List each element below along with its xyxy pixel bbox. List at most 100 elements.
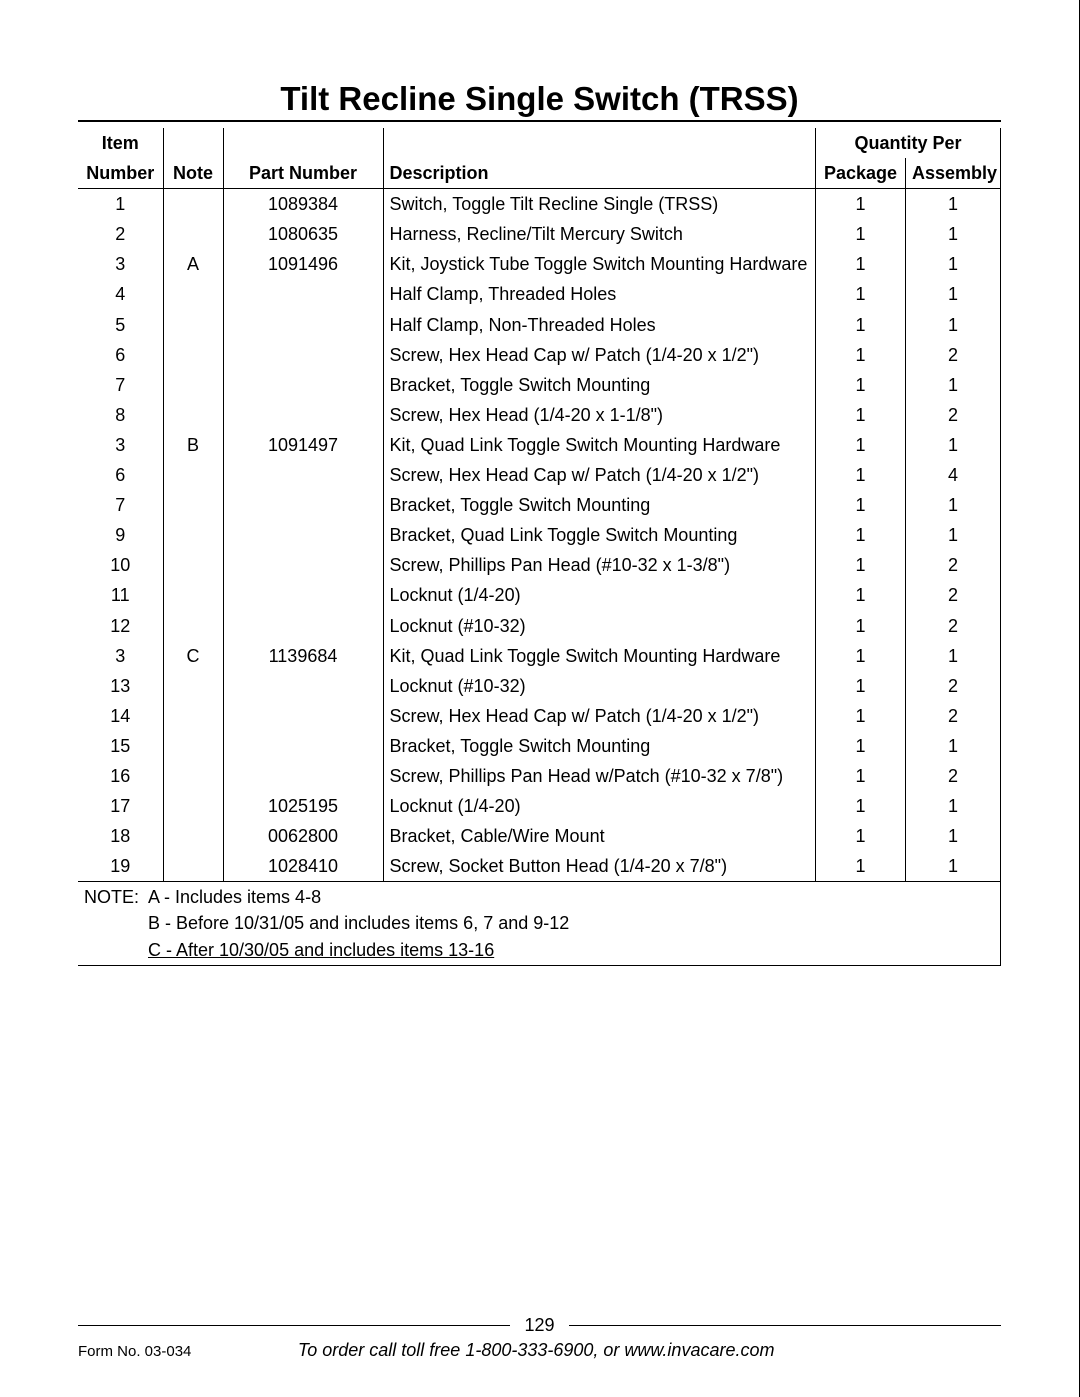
footer-rule-right bbox=[569, 1325, 1001, 1326]
cell-part bbox=[223, 370, 383, 400]
cell-part bbox=[223, 550, 383, 580]
page-title: Tilt Recline Single Switch (TRSS) bbox=[78, 80, 1001, 122]
cell-part bbox=[223, 520, 383, 550]
cell-desc: Kit, Joystick Tube Toggle Switch Mountin… bbox=[383, 249, 816, 279]
cell-asm: 1 bbox=[906, 490, 1001, 520]
cell-item: 6 bbox=[78, 460, 163, 490]
col-note: Note bbox=[163, 158, 223, 189]
cell-pkg: 1 bbox=[816, 761, 906, 791]
cell-pkg: 1 bbox=[816, 249, 906, 279]
table-row: 9Bracket, Quad Link Toggle Switch Mounti… bbox=[78, 520, 1001, 550]
table-body: 11089384Switch, Toggle Tilt Recline Sing… bbox=[78, 189, 1001, 882]
cell-asm: 2 bbox=[906, 701, 1001, 731]
cell-pkg: 1 bbox=[816, 490, 906, 520]
cell-note: C bbox=[163, 641, 223, 671]
table-row: 8Screw, Hex Head (1/4-20 x 1-1/8")12 bbox=[78, 400, 1001, 430]
col-blank-note bbox=[163, 128, 223, 158]
cell-pkg: 1 bbox=[816, 641, 906, 671]
cell-note bbox=[163, 550, 223, 580]
cell-desc: Screw, Phillips Pan Head w/Patch (#10-32… bbox=[383, 761, 816, 791]
cell-part: 1091496 bbox=[223, 249, 383, 279]
cell-asm: 2 bbox=[906, 340, 1001, 370]
cell-part bbox=[223, 279, 383, 309]
table-row: 3C1139684Kit, Quad Link Toggle Switch Mo… bbox=[78, 641, 1001, 671]
cell-asm: 1 bbox=[906, 370, 1001, 400]
cell-desc: Locknut (#10-32) bbox=[383, 611, 816, 641]
cell-note: B bbox=[163, 430, 223, 460]
col-item-top: Item bbox=[78, 128, 163, 158]
page-number: 129 bbox=[518, 1315, 560, 1336]
col-desc: Description bbox=[383, 158, 816, 189]
col-pkg: Package bbox=[816, 158, 906, 189]
page: Tilt Recline Single Switch (TRSS) Item Q… bbox=[0, 0, 1080, 1397]
cell-desc: Harness, Recline/Tilt Mercury Switch bbox=[383, 219, 816, 249]
cell-part: 1139684 bbox=[223, 641, 383, 671]
cell-item: 12 bbox=[78, 611, 163, 641]
cell-part: 1091497 bbox=[223, 430, 383, 460]
cell-item: 8 bbox=[78, 400, 163, 430]
cell-pkg: 1 bbox=[816, 821, 906, 851]
cell-part bbox=[223, 400, 383, 430]
cell-desc: Bracket, Cable/Wire Mount bbox=[383, 821, 816, 851]
cell-part bbox=[223, 731, 383, 761]
cell-item: 7 bbox=[78, 370, 163, 400]
cell-item: 2 bbox=[78, 219, 163, 249]
cell-desc: Locknut (1/4-20) bbox=[383, 791, 816, 821]
col-part: Part Number bbox=[223, 158, 383, 189]
table-row: 21080635Harness, Recline/Tilt Mercury Sw… bbox=[78, 219, 1001, 249]
form-number: Form No. 03-034 bbox=[78, 1343, 191, 1360]
cell-desc: Screw, Socket Button Head (1/4-20 x 7/8"… bbox=[383, 851, 816, 882]
cell-desc: Bracket, Toggle Switch Mounting bbox=[383, 490, 816, 520]
cell-note bbox=[163, 279, 223, 309]
cell-part bbox=[223, 490, 383, 520]
note-c: C - After 10/30/05 and includes items 13… bbox=[148, 937, 494, 963]
cell-desc: Switch, Toggle Tilt Recline Single (TRSS… bbox=[383, 189, 816, 220]
footer-rule-left bbox=[78, 1325, 510, 1326]
cell-pkg: 1 bbox=[816, 460, 906, 490]
cell-asm: 1 bbox=[906, 731, 1001, 761]
cell-asm: 2 bbox=[906, 580, 1001, 610]
cell-item: 4 bbox=[78, 279, 163, 309]
parts-table: Item Quantity Per Number Note Part Numbe… bbox=[78, 128, 1001, 966]
table-row: 14Screw, Hex Head Cap w/ Patch (1/4-20 x… bbox=[78, 701, 1001, 731]
cell-pkg: 1 bbox=[816, 701, 906, 731]
cell-desc: Half Clamp, Threaded Holes bbox=[383, 279, 816, 309]
table-row: 5Half Clamp, Non-Threaded Holes11 bbox=[78, 310, 1001, 340]
cell-item: 15 bbox=[78, 731, 163, 761]
cell-note bbox=[163, 340, 223, 370]
cell-part: 0062800 bbox=[223, 821, 383, 851]
cell-note bbox=[163, 580, 223, 610]
cell-asm: 2 bbox=[906, 611, 1001, 641]
cell-desc: Screw, Hex Head (1/4-20 x 1-1/8") bbox=[383, 400, 816, 430]
table-row: 3A1091496Kit, Joystick Tube Toggle Switc… bbox=[78, 249, 1001, 279]
cell-pkg: 1 bbox=[816, 671, 906, 701]
table-row: 15Bracket, Toggle Switch Mounting11 bbox=[78, 731, 1001, 761]
cell-note bbox=[163, 189, 223, 220]
cell-note: A bbox=[163, 249, 223, 279]
order-line: To order call toll free 1-800-333-6900, … bbox=[191, 1340, 881, 1361]
cell-item: 3 bbox=[78, 249, 163, 279]
table-row: 6 Screw, Hex Head Cap w/ Patch (1/4-20 x … bbox=[78, 460, 1001, 490]
cell-part: 1028410 bbox=[223, 851, 383, 882]
table-row: 3B1091497Kit, Quad Link Toggle Switch Mo… bbox=[78, 430, 1001, 460]
cell-item: 18 bbox=[78, 821, 163, 851]
cell-desc: Kit, Quad Link Toggle Switch Mounting Ha… bbox=[383, 641, 816, 671]
cell-item: 6 bbox=[78, 340, 163, 370]
cell-desc: Screw, Hex Head Cap w/ Patch (1/4-20 x 1… bbox=[383, 460, 816, 490]
cell-note bbox=[163, 851, 223, 882]
table-header: Item Quantity Per Number Note Part Numbe… bbox=[78, 128, 1001, 189]
cell-part bbox=[223, 701, 383, 731]
cell-part bbox=[223, 671, 383, 701]
cell-part bbox=[223, 761, 383, 791]
cell-desc: Locknut (1/4-20) bbox=[383, 580, 816, 610]
col-item: Number bbox=[78, 158, 163, 189]
cell-asm: 1 bbox=[906, 430, 1001, 460]
cell-pkg: 1 bbox=[816, 189, 906, 220]
col-qty-per: Quantity Per bbox=[816, 128, 1001, 158]
cell-asm: 2 bbox=[906, 550, 1001, 580]
cell-desc: Kit, Quad Link Toggle Switch Mounting Ha… bbox=[383, 430, 816, 460]
cell-desc: Screw, Hex Head Cap w/ Patch (1/4-20 x 1… bbox=[383, 340, 816, 370]
cell-item: 5 bbox=[78, 310, 163, 340]
table-row: 4Half Clamp, Threaded Holes11 bbox=[78, 279, 1001, 309]
cell-asm: 2 bbox=[906, 671, 1001, 701]
